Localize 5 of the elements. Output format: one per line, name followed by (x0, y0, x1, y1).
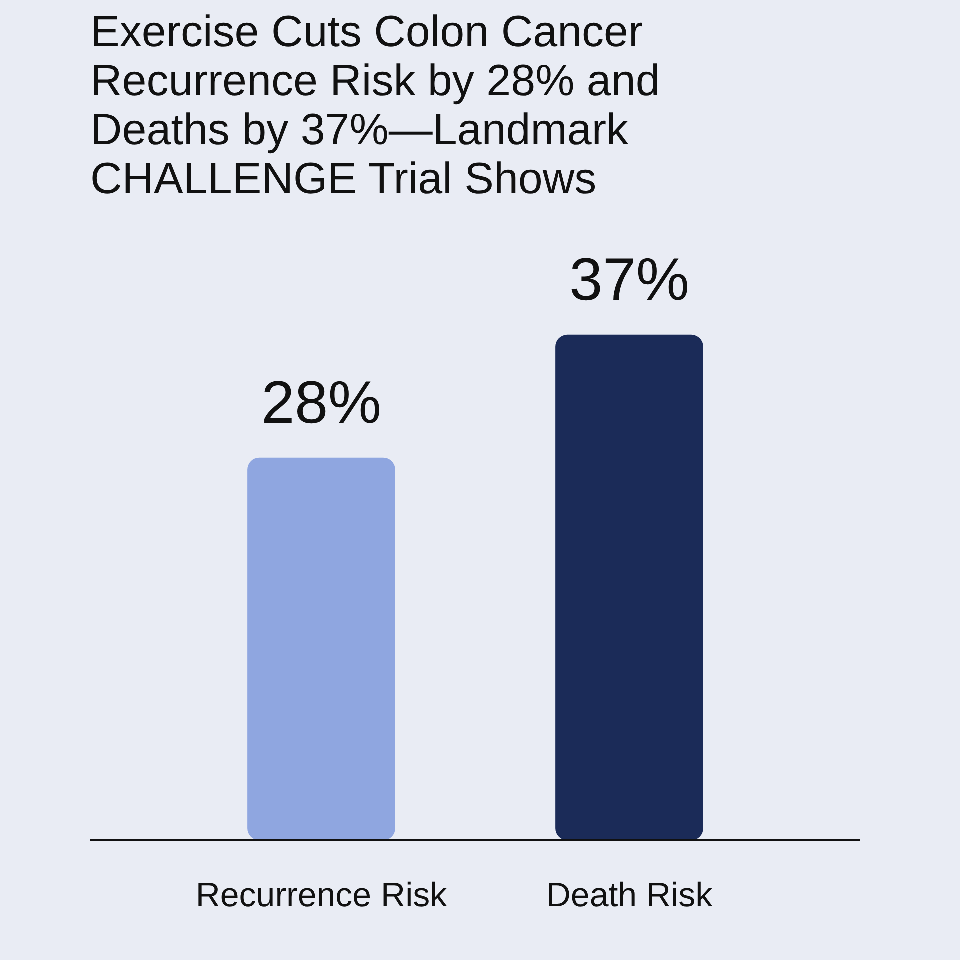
data-label: 37% (569, 246, 690, 313)
x-tick-label: Death Risk (546, 876, 714, 914)
data-label: 28% (261, 368, 382, 436)
chart-title: Exercise Cuts Colon Cancer Recurrence Risk by 28% and Deaths by 37%—Landmark CHALLENGE Trial Shows (90, 8, 660, 204)
x-tick-label: Recurrence Risk (196, 876, 448, 914)
